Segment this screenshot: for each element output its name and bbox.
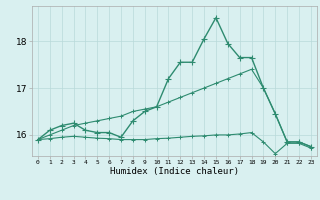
X-axis label: Humidex (Indice chaleur): Humidex (Indice chaleur): [110, 167, 239, 176]
